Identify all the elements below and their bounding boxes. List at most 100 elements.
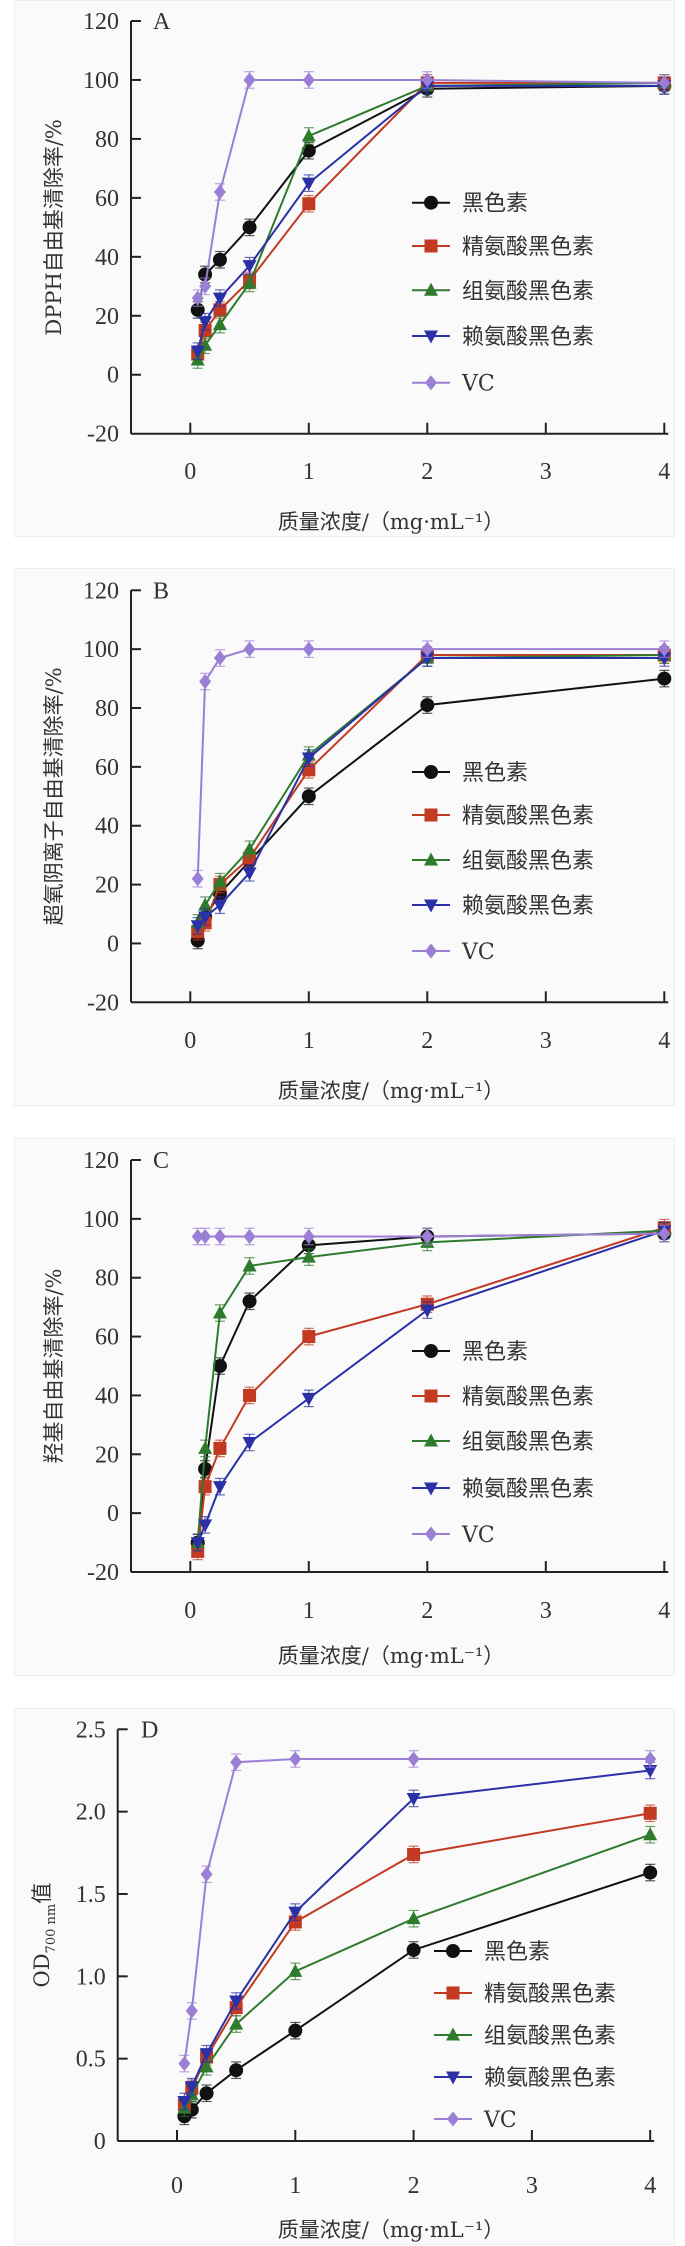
data-point	[198, 1480, 212, 1494]
data-point	[406, 1792, 421, 1806]
chart-panel-c: 120 100 80 60 40 20 0 -20 0 1 2 3 4 C 质量浓度/（mg·mL⁻¹） 羟基…	[14, 1138, 675, 1676]
y-tick-label: 120	[83, 9, 119, 35]
data-point	[302, 72, 315, 88]
data-point	[243, 1388, 257, 1402]
series-2	[190, 1221, 672, 1552]
legend-label: 黑色素	[484, 1940, 550, 1965]
data-point	[199, 674, 212, 690]
data-point	[242, 275, 257, 289]
series-2	[190, 646, 672, 932]
data-point	[421, 72, 434, 88]
y-tick-label: 100	[83, 637, 119, 663]
data-point	[199, 1229, 212, 1245]
series-line	[196, 654, 665, 924]
series-3	[190, 649, 672, 935]
panel-letter: D	[141, 1717, 158, 1743]
data-point	[190, 1537, 205, 1551]
data-point	[213, 1441, 227, 1455]
x-tick-label: 0	[171, 2173, 183, 2199]
data-point	[212, 1481, 227, 1495]
data-point	[643, 1827, 658, 1841]
legend-item: 赖氨酸黑色素	[412, 325, 594, 350]
data-point	[658, 1226, 671, 1242]
chart-panel-d: 2.5 2.0 1.5 1.0 0.5 0 0 1 2 3 4 D 质量浓度/（mg·mL⁻¹） OD70…	[14, 1708, 675, 2245]
x-axis-title: 质量浓度/（mg·mL⁻¹）	[278, 1079, 504, 1103]
data-point	[191, 871, 204, 887]
legend-item: VC	[412, 1523, 495, 1548]
legend-marker	[424, 808, 438, 822]
panel-letter: C	[153, 1148, 169, 1174]
data-point	[184, 2081, 199, 2095]
legend-label: VC	[461, 372, 495, 397]
y-tick-label: -20	[87, 1560, 119, 1586]
legend-item: 黑色素	[412, 1340, 528, 1365]
series-1	[191, 646, 671, 941]
x-tick-label: 4	[658, 459, 670, 485]
legend-marker	[424, 330, 438, 344]
y-tick-label: 80	[95, 1266, 119, 1292]
data-point	[190, 345, 205, 359]
data-point	[243, 72, 256, 88]
x-tick-label: 4	[658, 1598, 670, 1624]
data-point	[420, 652, 435, 666]
legend-label: 精氨酸黑色素	[462, 804, 594, 829]
y-tick-label: 2.0	[76, 1800, 106, 1826]
x-tick-label: 2	[421, 1028, 433, 1054]
y-tick-label: 100	[83, 1207, 119, 1233]
legend-label: 赖氨酸黑色素	[484, 2066, 616, 2091]
data-point	[643, 1764, 658, 1778]
y-tick-label: 20	[95, 304, 119, 330]
data-point	[242, 220, 257, 235]
panel-letter: B	[153, 578, 169, 604]
data-point	[198, 1519, 213, 1533]
y-tick-label: 60	[95, 186, 119, 212]
legend-item: 组氨酸黑色素	[412, 1430, 594, 1455]
series-line	[196, 81, 665, 361]
data-point	[658, 641, 671, 657]
legend-item: 组氨酸黑色素	[412, 849, 594, 874]
series-4	[191, 1224, 671, 1246]
data-point	[242, 1294, 257, 1309]
y-axis-title-subscript: 700 nm	[44, 1904, 59, 1954]
legend-item: VC	[412, 940, 495, 965]
series-line	[196, 84, 665, 352]
legend-marker	[425, 943, 437, 959]
data-point	[406, 1911, 421, 1925]
data-point	[178, 2056, 191, 2072]
y-tick-label: -20	[87, 990, 119, 1016]
chart-a-svg: 120 100 80 60 40 20 0 -20 0 1 2 3 4 A 质量浓度/（mg·mL⁻¹） DP…	[42, 9, 672, 534]
data-point	[198, 316, 213, 330]
data-point	[644, 1751, 657, 1767]
legend-item: VC	[412, 372, 495, 397]
legend-marker	[425, 375, 437, 391]
data-point	[301, 1249, 316, 1263]
legend-label: 黑色素	[462, 192, 528, 217]
chart-d-svg: 2.5 2.0 1.5 1.0 0.5 0 0 1 2 3 4 D 质量浓度/（mg·mL⁻¹） OD70…	[30, 1717, 658, 2242]
legend-label: 赖氨酸黑色素	[462, 894, 594, 919]
y-tick-label: 120	[83, 1148, 119, 1174]
x-tick-label: 0	[184, 1598, 196, 1624]
data-point	[643, 1865, 658, 1880]
series-line	[196, 656, 665, 927]
x-tick-label: 4	[658, 1028, 670, 1054]
data-point	[212, 899, 227, 913]
y-tick-label: 60	[95, 755, 119, 781]
data-point	[213, 1229, 226, 1245]
series-4	[191, 71, 671, 307]
data-point	[242, 260, 257, 274]
y-tick-label: 2.5	[76, 1717, 106, 1743]
x-tick-label: 3	[526, 2173, 538, 2199]
series-line	[196, 1229, 665, 1543]
y-tick-label: 0	[107, 363, 119, 389]
legend-marker	[424, 1389, 438, 1403]
legend-item: 精氨酸黑色素	[412, 804, 594, 829]
data-point	[406, 1942, 421, 1957]
data-point	[407, 1751, 420, 1767]
x-tick-label: 4	[644, 2173, 656, 2199]
y-axis-title: DPPH自由基清除率/%	[42, 119, 66, 335]
data-point	[212, 1305, 227, 1319]
data-point	[288, 1906, 303, 1920]
chart-c-svg: 120 100 80 60 40 20 0 -20 0 1 2 3 4 C 质量浓度/（mg·mL⁻¹） 羟基…	[42, 1148, 672, 1668]
legend-marker	[424, 195, 438, 210]
y-tick-label: 40	[95, 1383, 119, 1409]
